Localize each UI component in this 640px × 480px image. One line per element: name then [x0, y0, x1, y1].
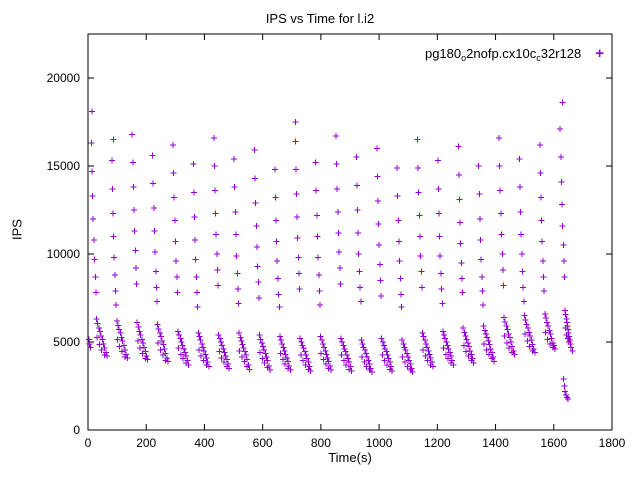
y-tick-label: 20000: [47, 71, 81, 85]
x-axis-label: Time(s): [328, 450, 372, 465]
scatter-points: [86, 99, 576, 402]
x-tick-label: 1600: [540, 436, 567, 450]
legend: pg180o2nofp.cx10cc32r128 +: [425, 45, 604, 63]
x-tick-label: 1800: [599, 436, 626, 450]
plot-border: [87, 33, 613, 431]
x-tick-label: 800: [311, 436, 331, 450]
plus-marker-icon: +: [595, 45, 604, 62]
legend-label-part: 32r128: [540, 46, 582, 61]
legend-label-part: 2nofp.cx10c: [466, 46, 537, 61]
y-tick-label: 0: [73, 423, 80, 437]
x-tick-label: 0: [85, 436, 92, 450]
x-tick-label: 600: [253, 436, 273, 450]
y-tick-label: 15000: [47, 159, 81, 173]
y-tick-label: 5000: [53, 335, 80, 349]
y-tick-label: 10000: [47, 247, 81, 261]
x-tick-label: 1400: [482, 436, 509, 450]
chart-title: IPS vs Time for l.i2: [265, 11, 375, 26]
legend-label-subscript: o: [461, 53, 467, 63]
legend-label-subscript: c: [536, 53, 541, 63]
legend-label-part: pg180: [424, 46, 462, 61]
x-tick-label: 1000: [366, 436, 393, 450]
x-tick-label: 200: [136, 436, 156, 450]
x-tick-label: 1200: [424, 436, 451, 450]
legend-series-label: pg180o2nofp.cx10cc32r128: [424, 46, 582, 63]
x-tick-label: 400: [194, 436, 214, 450]
